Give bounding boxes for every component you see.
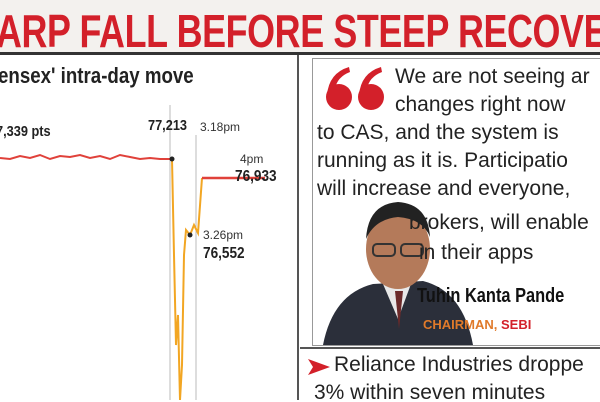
chart-panel: ensex' intra-day move 7,339 pts 77,213 3…: [0, 55, 296, 400]
annotation-label: 77,213: [148, 117, 188, 134]
speaker-name: Tuhin Kanta Pande: [417, 285, 565, 307]
bullet-box: Reliance Industries droppe 3% within sev…: [300, 347, 600, 402]
marker: [169, 156, 175, 162]
quote-line: to CAS, and the system is: [317, 121, 559, 144]
bullet-arrow: [308, 359, 330, 375]
bullet-line: Reliance Industries droppe: [334, 353, 584, 376]
quote-line: brokers, will enable: [409, 211, 589, 234]
quote-line: will increase and everyone,: [317, 177, 571, 200]
speaker-role: CHAIRMAN, SEBI: [423, 317, 531, 332]
annotation-time: 4pm: [240, 152, 264, 166]
bullet-line: 3% within seven minutes: [314, 381, 546, 402]
graphic-title: ensex' intra-day move: [0, 63, 194, 88]
quote-line: changes right now: [395, 93, 566, 116]
annotation-label: 76,933: [235, 168, 277, 185]
quote-mark: [326, 67, 384, 110]
headline-bar: ARP FALL BEFORE STEEP RECOVERY: [0, 0, 600, 55]
annotation-label: 7,339 pts: [0, 123, 51, 140]
divider: [297, 55, 299, 400]
quote-art: [323, 67, 473, 345]
annotation-time: 3.26pm: [203, 228, 244, 242]
quote-line: running as it is. Participatio: [317, 149, 568, 172]
index-line: [171, 158, 203, 400]
quote-box: We are not seeing ar changes right now t…: [312, 58, 600, 346]
quote-line: in their apps: [419, 241, 534, 264]
headline: ARP FALL BEFORE STEEP RECOVERY: [0, 5, 600, 55]
organization: SEBI: [501, 317, 532, 332]
quote-line: We are not seeing ar: [395, 65, 590, 88]
annotation-time: 3.18pm: [200, 120, 241, 134]
portrait: [323, 202, 473, 345]
role: CHAIRMAN,: [423, 317, 498, 332]
marker: [187, 232, 193, 238]
annotation-label: 76,552: [203, 245, 245, 262]
chart-drawing: [0, 105, 265, 400]
index-line: [0, 153, 172, 161]
